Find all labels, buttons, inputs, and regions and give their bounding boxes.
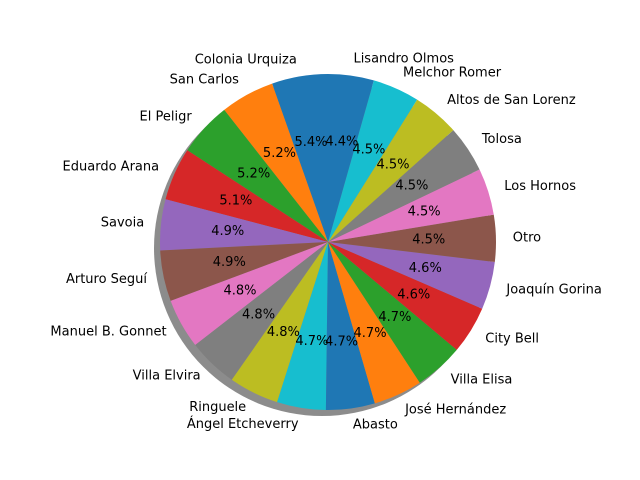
pie-slice-el-peligr — [187, 109, 328, 243]
pie-slice-jose-hernandez — [328, 242, 420, 404]
percent-label-city-bell: 4.6% — [397, 287, 430, 302]
pie-slice-manuel-b-gonnet — [170, 242, 328, 345]
percent-label-eduardo-arana: 5.1% — [219, 194, 252, 209]
percent-label-villa-elvira: 4.8% — [242, 308, 275, 323]
pie-slice-city-bell — [328, 242, 483, 350]
pie-slice-villa-elvira — [195, 242, 328, 380]
percent-label-tolosa: 4.5% — [395, 179, 428, 194]
pie-slice-villa-elisa — [328, 242, 457, 383]
slice-label-altos-de-san-lorenz: Altos de San Lorenz — [447, 93, 576, 108]
percent-label-otro: 4.5% — [412, 232, 445, 247]
percent-label-el-peligr: 5.2% — [237, 166, 270, 181]
percent-label-colonia-urquiza: 5.4% — [294, 135, 327, 150]
percent-label-manuel-b-gonnet: 4.8% — [223, 284, 256, 299]
slice-label-savoia: Savoia — [101, 215, 144, 230]
pie-slice-otro — [328, 214, 497, 263]
percent-label-san-carlos: 5.2% — [263, 146, 296, 161]
pie-slice-colonia-urquiza — [272, 74, 328, 242]
pie-slice-melchor-romer — [328, 80, 418, 242]
slice-label-san-carlos: San Carlos — [170, 73, 240, 88]
pie-slice-lisandro-olmos — [328, 74, 374, 242]
pie-slice-joaquin-gorina — [328, 242, 495, 309]
pie-slice-los-hornos — [328, 169, 494, 242]
pie-slices — [160, 74, 497, 410]
percent-label-ringuele: 4.8% — [267, 325, 300, 340]
percent-label-angel-etcheverry: 4.7% — [295, 334, 328, 349]
pie-slice-arturo-segui — [160, 242, 328, 301]
percent-label-lisandro-olmos: 4.4% — [325, 135, 358, 150]
pie-slice-eduardo-arana — [165, 150, 328, 242]
pie-slice-altos-de-san-lorenz — [328, 99, 454, 242]
slice-label-lisandro-olmos: Lisandro Olmos — [353, 51, 454, 66]
percent-label-joaquin-gorina: 4.6% — [409, 261, 442, 276]
slice-label-villa-elisa: Villa Elisa — [451, 373, 513, 388]
slice-label-tolosa: Tolosa — [481, 132, 522, 147]
pie-slice-angel-etcheverry — [277, 242, 328, 410]
percent-label-melchor-romer: 4.5% — [352, 142, 385, 157]
pie-slice-abasto — [325, 242, 375, 410]
slice-label-jose-hernandez: José Hernández — [404, 402, 506, 417]
slice-label-el-peligr: El Peligr — [140, 110, 193, 125]
slice-label-angel-etcheverry: Ángel Etcheverry — [187, 416, 299, 432]
percent-label-savoia: 4.9% — [211, 224, 244, 239]
slice-label-villa-elvira: Villa Elvira — [133, 368, 201, 383]
slice-label-city-bell: City Bell — [485, 332, 539, 347]
slice-label-otro: Otro — [513, 230, 541, 245]
percent-label-jose-hernandez: 4.7% — [354, 326, 387, 341]
pie-slice-savoia — [160, 199, 328, 251]
percent-label-arturo-segui: 4.9% — [213, 255, 246, 270]
percent-label-villa-elisa: 4.7% — [378, 310, 411, 325]
pie-percent-labels: 5.4%5.2%5.2%5.1%4.9%4.9%4.8%4.8%4.8%4.7%… — [211, 135, 445, 350]
slice-label-los-hornos: Los Hornos — [504, 179, 576, 194]
pie-labels: Colonia Urquiza San Carlos El Peligr Eduard… — [50, 51, 601, 432]
slice-label-arturo-segui: Arturo Seguí — [66, 272, 147, 287]
percent-label-abasto: 4.7% — [325, 334, 358, 349]
slice-label-abasto: Abasto — [353, 418, 398, 433]
percent-label-los-hornos: 4.5% — [408, 204, 441, 219]
pie-slice-ringuele — [231, 242, 328, 403]
slice-label-ringuele: Ringuele — [189, 400, 246, 415]
pie-slice-tolosa — [328, 130, 480, 242]
slice-label-colonia-urquiza: Colonia Urquiza — [195, 52, 297, 67]
slice-label-joaquin-gorina: Joaquín Gorina — [505, 283, 601, 298]
slice-label-melchor-romer: Melchor Romer — [403, 66, 502, 81]
percent-label-altos-de-san-lorenz: 4.5% — [376, 157, 409, 172]
slice-label-eduardo-arana: Eduardo Arana — [63, 160, 160, 175]
slice-label-manuel-b-gonnet: Manuel B. Gonnet — [50, 325, 166, 340]
pie-slice-san-carlos — [224, 83, 328, 242]
